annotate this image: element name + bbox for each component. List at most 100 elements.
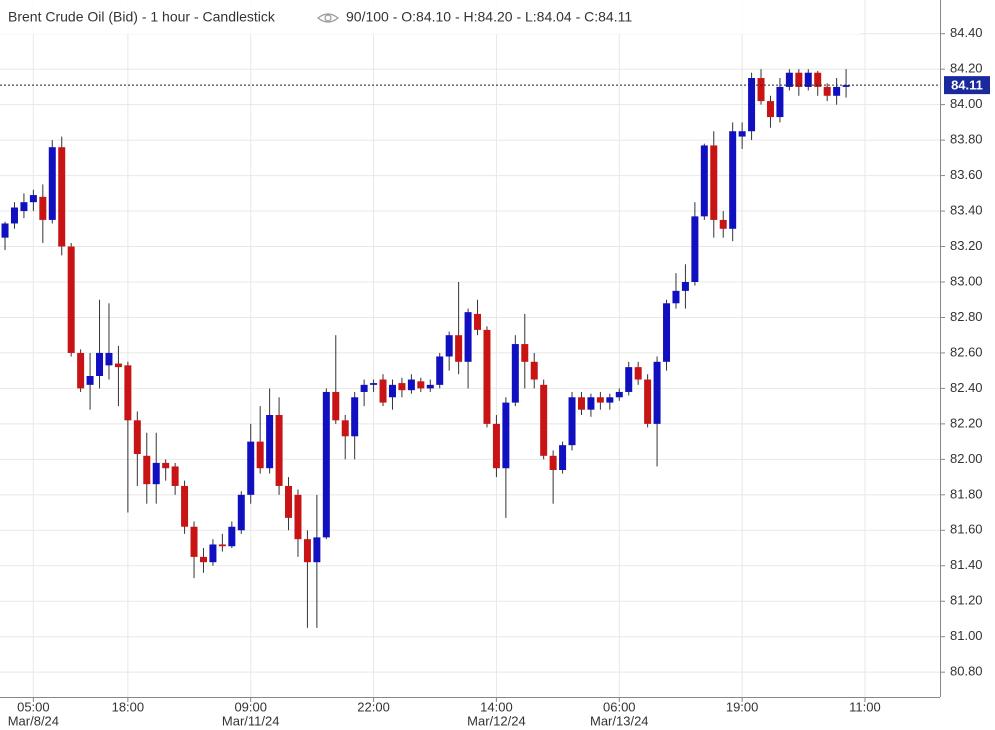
y-tick-label: 81.60 [950, 522, 983, 537]
candle-body [209, 544, 217, 563]
y-tick-label: 83.80 [950, 132, 983, 147]
candle-body [1, 223, 9, 238]
candle-body [729, 131, 737, 229]
y-tick-label: 82.00 [950, 451, 983, 466]
candle-body [738, 131, 746, 137]
candle-body [275, 415, 283, 486]
x-tick-label: 05:00 [17, 699, 50, 714]
candle-body [407, 379, 415, 391]
candle-body [719, 219, 727, 229]
candle-body [785, 72, 793, 87]
candle-body [823, 86, 831, 96]
candle-body [370, 383, 378, 385]
candle-body [360, 384, 368, 392]
candle-body [511, 344, 519, 403]
candle-body [388, 384, 396, 398]
y-tick-label: 81.00 [950, 628, 983, 643]
x-date-label: Mar/11/24 [222, 713, 280, 728]
candle-body [842, 85, 850, 87]
y-tick-label: 82.20 [950, 415, 983, 430]
candle-body [332, 391, 340, 421]
candle-body [691, 216, 699, 282]
candle-body [247, 441, 255, 495]
candle-body [464, 312, 472, 362]
candle-body [653, 361, 661, 424]
candle-body [124, 365, 132, 421]
chart-title: Brent Crude Oil (Bid) - 1 hour - Candles… [8, 9, 276, 25]
x-tick-label: 11:00 [849, 699, 881, 714]
candle-body [10, 207, 18, 224]
candle-body [294, 494, 302, 540]
candle-body [417, 381, 425, 389]
candle-body [228, 526, 236, 547]
candle-body [748, 78, 756, 132]
last-price-label: 84.11 [951, 78, 983, 93]
candle-body [757, 78, 765, 102]
candle-body [313, 537, 321, 563]
candle-body [181, 485, 189, 527]
candle-body [256, 441, 264, 469]
candle-body [77, 352, 85, 389]
candle-body [237, 494, 245, 531]
y-tick-label: 82.40 [950, 380, 983, 395]
last-price-box [944, 76, 990, 95]
candle-body [29, 195, 37, 203]
x-tick-label: 18:00 [112, 699, 145, 714]
candle-body [710, 145, 718, 220]
candle-body [776, 86, 784, 118]
y-tick-label: 81.40 [950, 557, 983, 572]
y-tick-label: 80.80 [950, 664, 983, 679]
candle-body [152, 462, 160, 485]
candle-body [596, 397, 604, 403]
candle-body [644, 379, 652, 424]
candle-body [568, 397, 576, 446]
y-tick-label: 84.00 [950, 96, 983, 111]
candle-body [634, 367, 642, 380]
candle-body [171, 466, 179, 486]
header-bg [0, 0, 860, 34]
candle-body [492, 423, 500, 469]
candle-body [190, 526, 198, 557]
candle-body [133, 420, 141, 455]
candle-body [162, 462, 170, 469]
x-tick-label: 09:00 [234, 699, 267, 714]
candle-body [502, 402, 510, 469]
candle-body [341, 420, 349, 437]
candle-body [804, 72, 812, 87]
candle-body [39, 196, 47, 220]
candle-body [20, 202, 28, 212]
candle-body [266, 415, 274, 469]
candle-body [426, 384, 434, 389]
candle-body [540, 384, 548, 456]
candle-body [285, 485, 293, 518]
candle-body [398, 383, 406, 391]
candle-body [303, 539, 311, 563]
y-tick-label: 82.60 [950, 344, 983, 359]
candle-body [530, 361, 538, 380]
candle-body [483, 329, 491, 424]
x-tick-label: 14:00 [480, 699, 513, 714]
candle-body [218, 544, 226, 547]
candle-body [379, 379, 387, 403]
candle-body [615, 391, 623, 398]
candle-body [436, 356, 444, 385]
x-date-label: Mar/12/24 [467, 713, 526, 728]
candle-body [795, 72, 803, 87]
y-tick-label: 83.20 [950, 238, 983, 253]
candle-body [58, 147, 66, 247]
candle-body [587, 397, 595, 410]
candle-body [606, 397, 614, 403]
candles [1, 69, 850, 628]
candle-body [445, 335, 453, 357]
y-tick-label: 81.80 [950, 486, 983, 501]
candle-body [833, 86, 841, 96]
x-tick-label: 19:00 [726, 699, 759, 714]
candle-body [199, 556, 207, 563]
chart-subtitle: 90/100 - O:84.10 - H:84.20 - L:84.04 - C… [346, 9, 632, 25]
eye-icon[interactable] [317, 13, 339, 23]
y-tick-label: 81.20 [950, 593, 983, 608]
candle-body [351, 397, 359, 437]
